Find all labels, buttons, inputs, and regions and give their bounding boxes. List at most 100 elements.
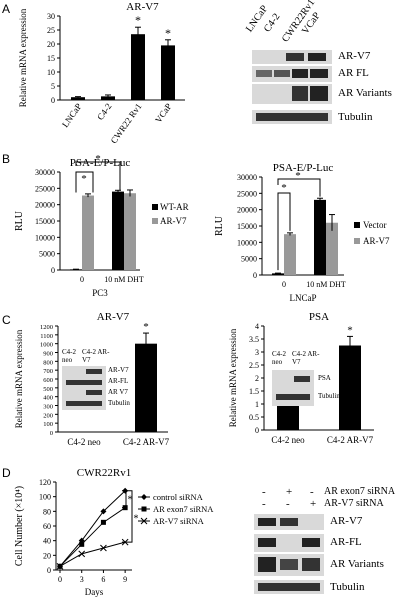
d-y-tick-label: 100 <box>39 493 51 502</box>
d-sig-bracket <box>122 490 133 543</box>
inset-band-label: Tubulin <box>108 399 130 407</box>
c-left-x-tick-label: C4-2 AR-V7 <box>123 437 170 447</box>
blot-sign: - <box>262 498 266 510</box>
c-left-y-tick-label: 500 <box>43 386 53 393</box>
a-bar <box>161 45 175 100</box>
c-left-y-tick-label: 200 <box>43 412 53 419</box>
c-right-x-tick-label: C4-2 neo <box>271 435 305 445</box>
d-point <box>56 562 64 570</box>
c-right-y-tick-label: 2.5 <box>249 361 259 370</box>
c-right-y-tick-label: 1 <box>255 400 259 409</box>
a-significance-star: * <box>135 13 141 27</box>
b-right-legend-swatch <box>354 238 360 244</box>
c-right-title: PSA <box>309 311 329 323</box>
a-y-tick-label: 25 <box>47 26 55 35</box>
c-right-y-tick-label: 3.5 <box>249 335 259 344</box>
b-right-legend-swatch <box>354 222 360 228</box>
blot-row-label: AR-V7 siRNA <box>324 498 384 509</box>
panel-c-left-inset-blot: C4-2 neo C4-2 AR-V7 AR-V7 AR-FL AR V7 Tu… <box>62 348 142 412</box>
d-y-tick-label: 80 <box>43 507 51 516</box>
b-right-sig-bracket <box>277 178 321 197</box>
b-right-sig-bracket <box>277 192 291 271</box>
blot-sign: + <box>310 498 317 510</box>
a-x-tick-label: CWR22 Rv1 <box>109 101 144 145</box>
d-legend-marker <box>141 494 147 500</box>
b-left-x-tick-label: 0 <box>80 275 84 284</box>
d-legend-label: control siRNA <box>153 492 204 502</box>
c-left-y-tick-label: 0 <box>50 430 53 437</box>
b-left-y-tick-label: 25000 <box>35 184 55 193</box>
blot-band-row <box>252 66 332 82</box>
blot-band-label: Tubulin <box>338 111 373 123</box>
b-left-significance-star: * <box>95 153 101 165</box>
blot-sign: - <box>286 498 290 510</box>
d-legend-label: AR-V7 siRNA <box>153 516 205 526</box>
d-y-tick-label: 20 <box>43 551 51 560</box>
c-right-y-tick-label: 2 <box>255 374 259 383</box>
b-right-bar <box>284 234 296 275</box>
d-series-line <box>59 490 126 567</box>
b-right-y-tick-label: 10000 <box>237 238 257 247</box>
c-left-y-tick-label: 600 <box>43 377 53 384</box>
c-left-y-tick-label: 300 <box>43 404 53 411</box>
b-left-y-tick-label: 30000 <box>35 168 55 177</box>
inset-lane-label: C4-2 neo <box>62 348 76 364</box>
b-right-significance-star: * <box>281 182 287 194</box>
a-y-tick-label: 5 <box>51 82 55 91</box>
c-right-x-tick-label: C4-2 AR-V7 <box>327 435 374 445</box>
blot-band-label: AR Variants <box>330 558 384 570</box>
blot-row-label: AR exon7 siRNA <box>324 486 396 497</box>
panel-c-letter: C <box>2 313 11 327</box>
c-left-y-tick-label: 1000 <box>40 342 53 349</box>
b-left-y-tick-label: 0 <box>51 266 55 275</box>
c-left-y-axis-label: Relative mRNA expression <box>14 329 24 428</box>
b-left-legend-swatch <box>152 218 158 224</box>
inset-lane-label: C4-2 neo <box>272 350 286 366</box>
d-y-tick-label: 0 <box>47 566 51 575</box>
c-left-title: AR-V7 <box>97 311 130 323</box>
b-left-y-tick-label: 15000 <box>35 217 55 226</box>
d-x-tick-label: 0 <box>58 575 62 584</box>
c-right-bar <box>277 404 299 430</box>
c-left-x-tick-label: C4-2 neo <box>67 437 101 447</box>
blot-sign: - <box>310 486 314 498</box>
b-left-bar <box>82 195 94 270</box>
panel-d-blot: - + - AR exon7 siRNA - - + AR-V7 siRNA A… <box>250 486 400 598</box>
d-point <box>100 508 107 515</box>
c-left-y-tick-label: 400 <box>43 395 53 402</box>
a-y-tick-label: 0 <box>51 96 55 105</box>
a-y-tick-label: 15 <box>47 54 55 63</box>
b-left-sig-bracket <box>75 171 94 193</box>
inset-band-label: AR-FL <box>108 377 129 385</box>
b-left-bar <box>112 191 124 270</box>
b-left-legend-label: WT-AR <box>160 202 189 212</box>
b-right-y-tick-label: 20000 <box>237 206 257 215</box>
d-significance-star: * <box>128 495 133 506</box>
c-right-bar <box>339 345 361 430</box>
a-x-tick-label: LNCaP <box>60 101 84 129</box>
d-point <box>79 541 85 547</box>
a-y-axis-label: Relative mRNA expression <box>18 8 28 107</box>
inset-lane-label: C4-2 AR-V7 <box>82 348 110 364</box>
a-x-tick-label: VCaP <box>153 101 174 124</box>
panel-c-right-inset-blot: C4-2 neo C4-2 AR-V7 PSA Tubulin <box>272 350 352 410</box>
b-right-significance-star: * <box>295 170 301 182</box>
a-y-tick-label: 30 <box>47 12 55 21</box>
b-left-sig-bracket <box>75 161 121 190</box>
inset-band-label: PSA <box>318 374 331 382</box>
c-left-bar <box>135 343 157 432</box>
b-right-y-tick-label: 30000 <box>237 173 257 182</box>
d-title: CWR22Rv1 <box>77 467 131 479</box>
blot-sign: - <box>262 486 266 498</box>
inset-band-label: AR V7 <box>108 388 128 396</box>
c-left-significance-star: * <box>143 321 149 333</box>
panel-a-blot: LNCaP C4-2 CWR22Rv1 VCaP AR-V7 AR FL AR … <box>238 0 398 130</box>
c-left-y-tick-label: 700 <box>43 368 53 375</box>
d-significance-star: * <box>134 514 139 525</box>
b-left-x-tick-label: 10 nM DHT <box>104 275 144 284</box>
b-right-y-tick-label: 5000 <box>241 255 257 264</box>
c-right-significance-star: * <box>347 324 353 336</box>
c-left-y-tick-label: 1200 <box>40 324 53 331</box>
b-left-y-axis-label: RLU <box>14 210 25 231</box>
